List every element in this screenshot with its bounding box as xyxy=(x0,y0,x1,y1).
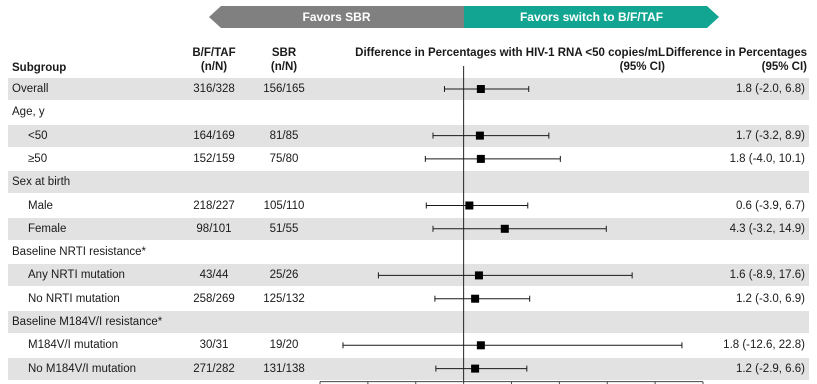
table-row: Sex at birth xyxy=(8,171,809,194)
table-row: No NRTI mutation 258/269 125/132 1.2 (-3.0,… xyxy=(8,288,809,310)
sbr-header-unit: (n/N) xyxy=(270,61,298,73)
bft-count: 271/282 xyxy=(193,362,235,375)
point-estimate xyxy=(476,154,485,163)
table-row: Male 218/227 105/110 0.6 (-3.9, 6.7) xyxy=(8,195,809,217)
table-row: Baseline M184V/I resistance* xyxy=(8,311,809,333)
subgroup-label: Female xyxy=(28,222,67,235)
diff-plot-header-ci: (95% CI) xyxy=(619,61,665,73)
subgroup-label: No M184V/I mutation xyxy=(28,362,137,375)
bft-count: 164/169 xyxy=(193,129,235,142)
diff-plot-header: Difference in Percentages with HIV-1 RNA… xyxy=(320,46,665,74)
favors-sbr-arrow: Favors SBR xyxy=(209,6,464,28)
subgroup-label: Any NRTI mutation xyxy=(28,269,125,282)
sbr-count: 51/55 xyxy=(269,222,299,235)
bft-header-unit: (n/N) xyxy=(200,61,228,73)
subgroup-label: Baseline NRTI resistance* xyxy=(12,246,147,259)
diff-ci-value: 0.6 (-3.9, 6.7) xyxy=(735,199,805,212)
diff-ci-value: 1.8 (-2.0, 6.8) xyxy=(735,83,805,95)
diff-ci-value: 4.3 (-3.2, 14.9) xyxy=(729,222,805,235)
sbr-count: 81/85 xyxy=(269,129,299,142)
table-row: No M184V/I mutation 271/282 131/138 1.2 (-2… xyxy=(8,357,809,380)
diff-plot-header-title: Difference in Percentages with HIV-1 RNA… xyxy=(355,47,665,59)
point-estimate xyxy=(471,294,480,303)
subgroup-label: ≥50 xyxy=(28,152,48,165)
point-estimate xyxy=(500,224,509,233)
subgroup-label: M184V/I mutation xyxy=(28,339,119,352)
subgroup-label: Overall xyxy=(12,83,49,95)
diff-ci-value: 1.7 (-3.2, 8.9) xyxy=(735,129,805,142)
point-estimate xyxy=(476,85,485,93)
bft-count: 258/269 xyxy=(193,292,235,305)
diff-ci-value: 1.2 (-2.9, 6.6) xyxy=(735,362,805,375)
diff-ci-value: 1.8 (-12.6, 22.8) xyxy=(723,339,805,352)
sbr-count: 75/80 xyxy=(269,152,299,165)
table-row: Age, y xyxy=(8,101,809,123)
sbr-count: 25/26 xyxy=(269,269,299,282)
diff-ci-value: 1.6 (-8.9, 17.6) xyxy=(729,269,805,282)
sbr-header-name: SBR xyxy=(271,47,297,59)
sbr-count: 131/138 xyxy=(263,362,305,375)
sbr-count: 105/110 xyxy=(263,199,305,212)
table-row: M184V/I mutation 30/31 19/20 1.8 (-12.6, 22… xyxy=(8,334,809,356)
diff-ci-header-unit: (95% CI) xyxy=(761,61,807,73)
point-estimate xyxy=(475,131,484,140)
diff-ci-value: 1.2 (-3.0, 6.9) xyxy=(735,292,805,305)
table-row: <50 164/169 81/85 1.7 (-3.2, 8.9) xyxy=(8,124,809,147)
subgroup-label: Age, y xyxy=(12,106,45,119)
subgroup-label: Baseline M184V/I resistance* xyxy=(12,316,163,328)
diff-ci-header: Difference in Percentages (95% CI) xyxy=(666,46,807,74)
bft-count: 218/227 xyxy=(193,199,235,212)
favors-switch-label: Favors switch to B/F/TAF xyxy=(519,10,664,24)
favors-switch-arrow: Favors switch to B/F/TAF xyxy=(464,6,719,28)
sbr-header: SBR (n/N) xyxy=(254,46,314,74)
sbr-count: 156/165 xyxy=(263,83,305,95)
table-row: Female 98/101 51/55 4.3 (-3.2, 14.9) xyxy=(8,217,809,240)
subgroup-label: Sex at birth xyxy=(12,176,71,189)
bft-count: 30/31 xyxy=(199,339,229,352)
diff-ci-header-title: Difference in Percentages xyxy=(665,47,807,59)
diff-ci-value: 1.8 (-4.0, 10.1) xyxy=(729,152,805,165)
table-row: Overall 316/328 156/165 1.8 (-2.0, 6.8) xyxy=(8,78,809,100)
bft-count: 43/44 xyxy=(199,269,229,282)
bft-count: 316/328 xyxy=(193,83,235,95)
favors-sbr-label: Favors SBR xyxy=(302,10,371,24)
subgroup-label: <50 xyxy=(28,129,48,142)
bft-count: 98/101 xyxy=(196,222,232,235)
point-estimate xyxy=(474,271,483,280)
table-row: ≥50 152/159 75/80 1.8 (-4.0, 10.1) xyxy=(8,148,809,170)
bft-header-name: B/F/TAF xyxy=(192,47,236,59)
point-estimate xyxy=(465,201,474,210)
subgroup-label: No NRTI mutation xyxy=(28,292,120,305)
bft-count: 152/159 xyxy=(193,152,235,165)
table-row: Baseline NRTI resistance* xyxy=(8,241,809,263)
sbr-count: 125/132 xyxy=(263,292,305,305)
sbr-count: 19/20 xyxy=(269,339,299,352)
point-estimate xyxy=(471,364,480,373)
subgroup-header: Subgroup xyxy=(12,62,67,74)
subgroup-label: Male xyxy=(28,199,53,212)
bft-header: B/F/TAF (n/N) xyxy=(184,46,244,74)
point-estimate xyxy=(476,341,485,350)
